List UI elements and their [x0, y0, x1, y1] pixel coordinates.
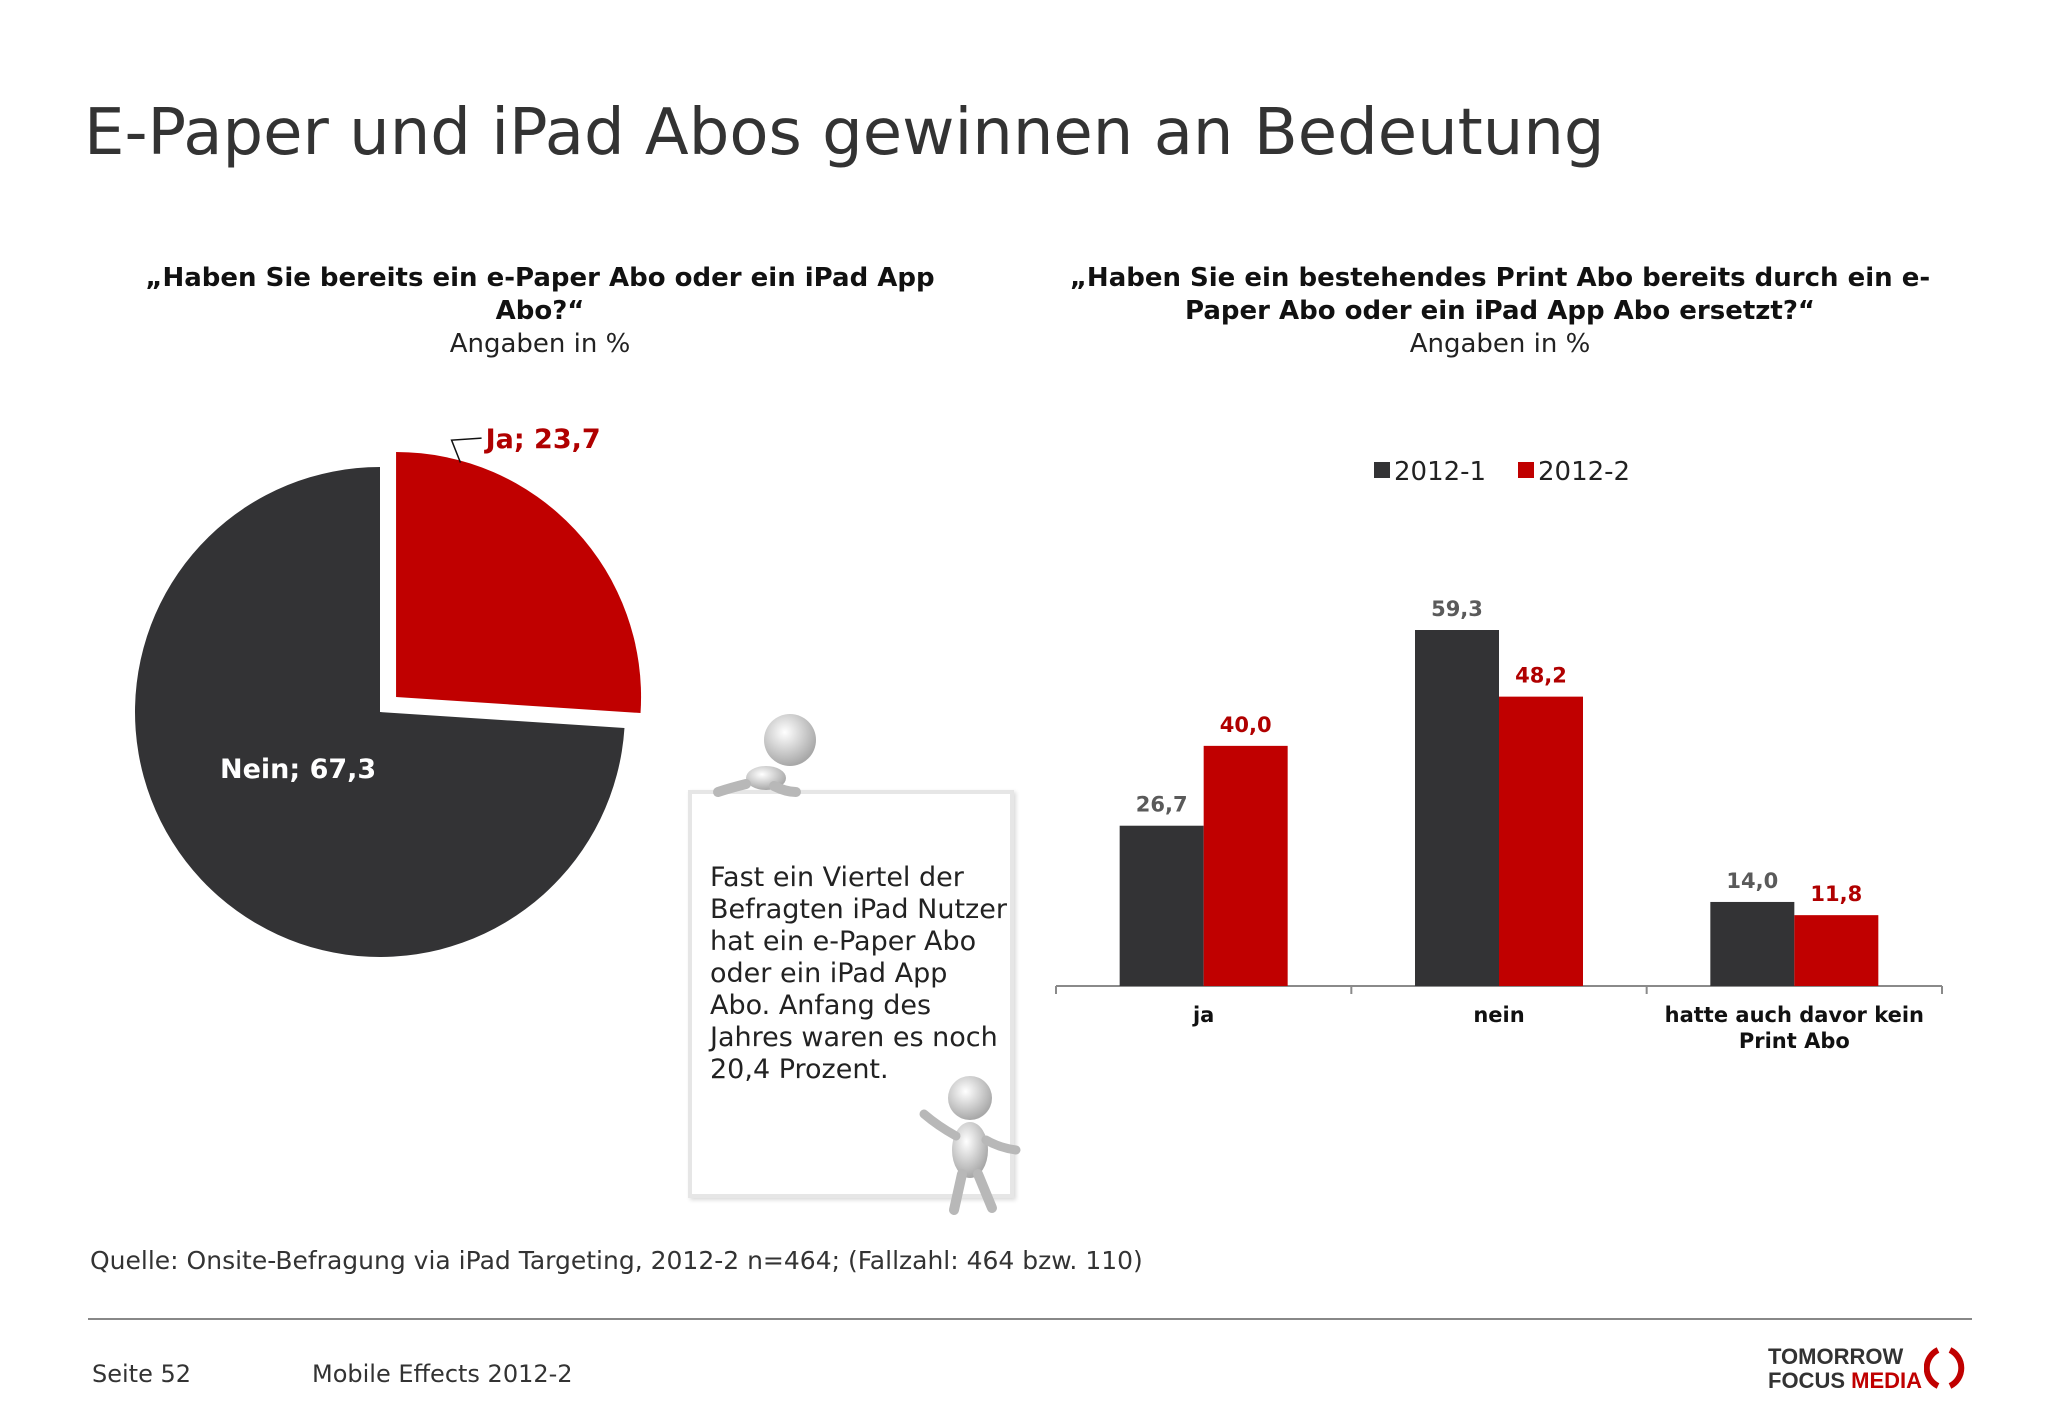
footer-divider: [88, 1318, 1972, 1320]
bar-chart-subtitle: Angaben in %: [1409, 329, 1591, 359]
legend-swatch-2012-2: [1518, 462, 1534, 478]
pie-chart-title: „Haben Sie bereits ein e-Paper Abo oder …: [145, 263, 935, 326]
bar-2012-2-1: [1203, 745, 1288, 986]
bar-2012-2-3: [1794, 915, 1879, 986]
bar-category-label-1: ja: [1192, 1003, 1214, 1027]
note-text: Fast ein Viertel der Befragten iPad Nutz…: [710, 862, 1007, 1085]
bar-value-label-2012-2-3: 11,8: [1810, 882, 1862, 906]
page-number: Seite 52: [92, 1360, 192, 1388]
bar-value-label-2012-1-1: 26,7: [1136, 793, 1188, 817]
legend-label-2012-1: 2012-1: [1394, 457, 1486, 487]
logo-media: MEDIA: [1851, 1368, 1923, 1393]
pie-label-ja: Ja; 23,7: [484, 424, 601, 455]
page-title: E-Paper und iPad Abos gewinnen an Bedeut…: [84, 96, 1605, 170]
bar-chart-title: „Haben Sie ein bestehendes Print Abo ber…: [1069, 263, 1931, 326]
study-name: Mobile Effects 2012-2: [312, 1360, 573, 1388]
pie-label-nein: Nein; 67,3: [220, 754, 376, 785]
bar-category-label-3: hatte auch davor kein: [1665, 1003, 1924, 1027]
logo-line-1: TOMORROW: [1768, 1344, 1904, 1369]
bar-chart: 26,7 40,0 ja 59,3 48,2 nein 14,0 11,8 hatte auch…: [1055, 457, 1943, 1053]
bar-value-label-2012-1-2: 59,3: [1431, 597, 1483, 621]
bar-value-label-2012-2-2: 48,2: [1515, 664, 1567, 688]
bar-2012-1-2: [1415, 630, 1499, 986]
pie-chart: Ja; 23,7 Nein; 67,3: [134, 424, 642, 957]
pie-chart-subtitle: Angaben in %: [449, 329, 631, 359]
company-logo: TOMORROW FOCUS MEDIA: [1768, 1344, 1988, 1394]
legend-swatch-2012-1: [1374, 462, 1390, 478]
pie-leader-line: [450, 437, 482, 463]
logo-line-2: FOCUS MEDIA: [1768, 1368, 1922, 1394]
logo-focus: FOCUS: [1768, 1368, 1852, 1393]
pie-chart-heading: „Haben Sie bereits ein e-Paper Abo oder …: [130, 262, 950, 361]
bar-2012-1-1: [1119, 825, 1204, 986]
bar-2012-1-3: [1710, 901, 1795, 986]
legend-label-2012-2: 2012-2: [1538, 457, 1630, 487]
figure-standing-icon: [919, 1076, 1021, 1215]
bar-value-label-2012-2-1: 40,0: [1220, 713, 1272, 737]
logo-ring-icon: [1924, 1347, 1965, 1389]
bar-chart-heading: „Haben Sie ein bestehendes Print Abo ber…: [1050, 262, 1950, 361]
figure-climbing-icon: [713, 714, 816, 797]
source-note: Quelle: Onsite-Befragung via iPad Target…: [90, 1246, 1143, 1275]
bar-2012-2-2: [1499, 696, 1583, 986]
bar-category-label-2: nein: [1473, 1003, 1524, 1027]
pie-slice-nein: [134, 467, 625, 957]
bar-category-label-3: Print Abo: [1739, 1029, 1850, 1053]
pie-slice-ja: [396, 451, 642, 714]
bar-value-label-2012-1-3: 14,0: [1726, 869, 1778, 893]
